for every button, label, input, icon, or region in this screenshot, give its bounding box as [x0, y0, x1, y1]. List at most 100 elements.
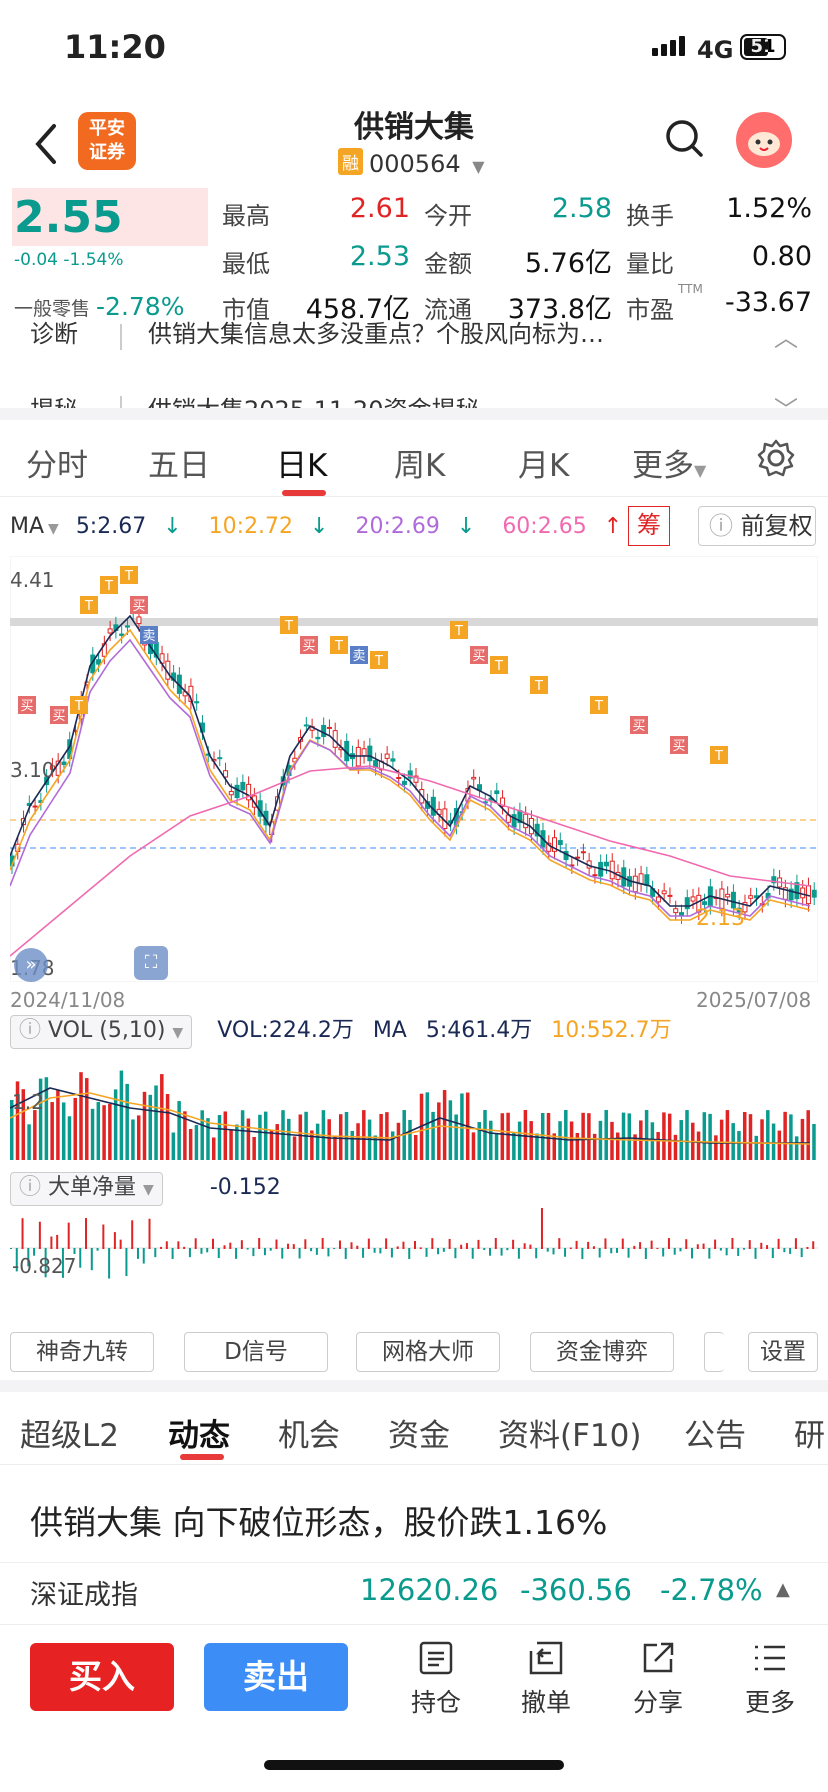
sell-button[interactable]: 卖出: [204, 1643, 348, 1711]
trade-marker: [140, 626, 158, 644]
status-time: 11:20: [64, 28, 166, 66]
candle-body: [811, 889, 817, 898]
news-row-reveal[interactable]: 揭秘 供销大集2025-11-20资金揭秘 ﹀: [0, 390, 828, 410]
trade-marker-label: T: [84, 599, 93, 614]
trade-marker-label: T: [104, 579, 113, 594]
big-order-bar: [777, 1238, 780, 1249]
ma-legend[interactable]: MA ▼ 5:2.67 ↓ 10:2.72 ↓ 20:2.69 ↓ 60:2.65…: [10, 514, 642, 539]
volume-bar: [777, 1130, 782, 1160]
candle-body: [725, 893, 731, 898]
volume-bar: [10, 1100, 14, 1160]
avatar[interactable]: [736, 112, 792, 168]
tab-super-l2[interactable]: 超级L2: [20, 1418, 119, 1454]
trade-marker-label: 买: [52, 709, 65, 724]
news-row-diagnosis[interactable]: 诊断 供销大集信息太多没重点？个股风向标为… ︿: [30, 320, 798, 352]
volume-bar: [748, 1114, 753, 1160]
tab-funds[interactable]: 资金: [388, 1418, 450, 1454]
candle-body: [684, 897, 690, 910]
quote-value: 2.61: [349, 193, 410, 224]
candle-body: [430, 796, 436, 816]
big-order-bar: [656, 1247, 659, 1249]
price-axis-mid: 3.10: [10, 758, 55, 782]
big-order-bar: [356, 1245, 359, 1249]
big-order-bar: [396, 1246, 399, 1249]
tab-opportunity[interactable]: 机会: [278, 1418, 340, 1454]
last-price: 2.55: [14, 192, 123, 243]
volume-bar: [281, 1110, 285, 1160]
trade-marker: [450, 621, 468, 639]
quote-value: 373.8亿: [507, 294, 612, 325]
stock-code-selector[interactable]: 融 000564 ▼: [338, 148, 485, 178]
candle-body: [55, 760, 61, 776]
tab-daily-k[interactable]: 日K: [276, 448, 328, 484]
big-order-bar: [33, 1248, 36, 1256]
big-order-bar: [679, 1248, 682, 1252]
candle-body: [609, 860, 615, 880]
volume-ma10: [10, 1092, 811, 1145]
tool-nine-turn[interactable]: 神奇九转: [10, 1332, 154, 1372]
expand-icon[interactable]: »: [14, 948, 48, 982]
chip-distribution-button[interactable]: 筹: [628, 506, 670, 546]
tool-fund-game[interactable]: 资金博弈: [530, 1332, 674, 1372]
tab-news[interactable]: 动态: [168, 1418, 230, 1454]
big-order-chart[interactable]: [10, 1208, 818, 1316]
info-icon: ⓘ: [19, 1175, 42, 1200]
big-order-bar: [598, 1248, 601, 1258]
sector-change[interactable]: 一般零售 -2.78%: [14, 292, 185, 321]
gear-icon[interactable]: [756, 438, 796, 478]
tab-weekly-k[interactable]: 周K: [394, 448, 446, 484]
volume-bar: [471, 1132, 476, 1160]
positions-button[interactable]: 持仓: [396, 1639, 476, 1719]
big-order-bar: [419, 1247, 422, 1249]
tab-more[interactable]: 更多▼: [632, 448, 707, 484]
trade-marker-label: T: [594, 699, 603, 714]
status-bar: 11:20 4G 51: [0, 0, 828, 96]
volume-bar: [702, 1112, 707, 1160]
volume-bar: [44, 1077, 49, 1160]
big-order-bar: [742, 1248, 745, 1250]
volume-bar: [494, 1133, 499, 1160]
fullscreen-icon[interactable]: ⛶: [134, 946, 168, 980]
tool-settings[interactable]: 设置: [748, 1332, 818, 1372]
candle-body: [661, 890, 667, 895]
buy-button[interactable]: 买入: [30, 1643, 174, 1711]
tab-five-day[interactable]: 五日: [148, 448, 210, 484]
volume-bar: [275, 1124, 279, 1160]
adjust-mode-button[interactable]: ⓘ 前复权: [698, 506, 816, 546]
volume-bar: [310, 1130, 314, 1160]
tab-f10[interactable]: 资料(F10): [498, 1418, 642, 1454]
tool-more-partial[interactable]: [704, 1332, 724, 1372]
volume-chart[interactable]: [10, 1048, 818, 1160]
share-button[interactable]: 分享: [618, 1639, 698, 1719]
tab-intraday[interactable]: 分时: [26, 448, 88, 484]
index-pct: -2.78%: [660, 1573, 763, 1607]
big-order-bar: [604, 1238, 607, 1249]
trade-marker: [70, 696, 88, 714]
cancel-order-button[interactable]: 撤单: [506, 1639, 586, 1719]
tool-d-signal[interactable]: D信号: [184, 1332, 328, 1372]
tab-announcements[interactable]: 公告: [684, 1418, 746, 1454]
big-order-bar: [281, 1248, 284, 1259]
tab-monthly-k[interactable]: 月K: [518, 448, 570, 484]
chevron-up-icon: ︿: [774, 324, 798, 352]
trade-marker-label: T: [334, 639, 343, 654]
candle-body: [401, 780, 407, 785]
volume-legend[interactable]: ⓘ VOL (5,10) ▼ VOL:224.2万 MA 5:461.4万 10…: [10, 1012, 818, 1049]
big-order-legend[interactable]: ⓘ 大单净量 ▼ -0.152: [10, 1172, 818, 1206]
caret-up-icon[interactable]: ▲: [776, 1579, 790, 1600]
quote-label: 流通: [424, 296, 472, 324]
news-headline[interactable]: 供销大集 向下破位形态，股价跌1.16%: [30, 1503, 608, 1542]
tool-grid-master[interactable]: 网格大师: [356, 1332, 500, 1372]
candle-body: [96, 659, 102, 665]
search-icon[interactable]: [664, 118, 704, 158]
tab-research[interactable]: 研: [794, 1418, 825, 1454]
more-button[interactable]: 更多: [730, 1639, 810, 1719]
back-icon[interactable]: [26, 116, 66, 172]
volume-bar: [246, 1118, 251, 1160]
big-order-bar: [621, 1238, 624, 1249]
index-ticker[interactable]: 深证成指 12620.26 -360.56 -2.78% ▲: [0, 1562, 828, 1624]
quote-value: 5.76亿: [524, 248, 612, 279]
big-order-bar: [483, 1248, 486, 1251]
big-order-bar: [119, 1239, 122, 1249]
